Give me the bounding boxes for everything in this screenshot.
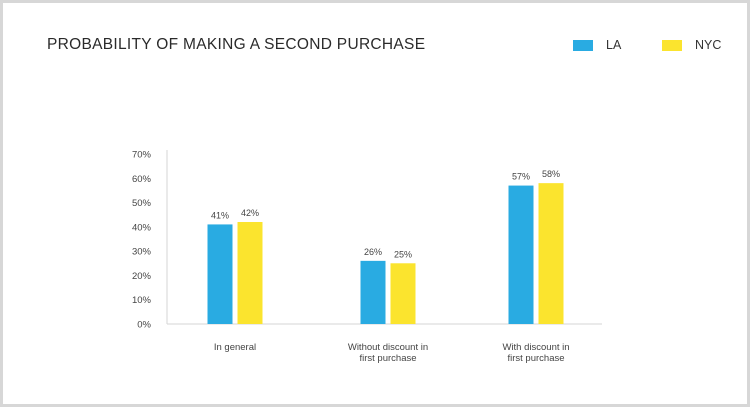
bar-nyc — [390, 263, 416, 324]
bar-chart-plot: 0% 10% 20% 30% 40% 50% 60% 70% 41% 42% In general 2… — [132, 150, 602, 364]
data-label: 25% — [394, 249, 412, 259]
y-tick-label: 0% — [137, 320, 151, 331]
chart-title: PROBABILITY OF MAKING A SECOND PURCHASE — [47, 36, 426, 53]
bar-la — [508, 185, 534, 324]
data-label: 26% — [364, 247, 382, 257]
bar-nyc — [538, 183, 564, 324]
x-category-label: Without discount in — [348, 342, 428, 353]
y-tick-label: 40% — [132, 222, 152, 233]
y-tick-label: 30% — [132, 247, 152, 258]
chart-frame: PROBABILITY OF MAKING A SECOND PURCHASE … — [3, 3, 747, 404]
legend-swatch-la — [573, 39, 593, 51]
legend-label-nyc: NYC — [695, 38, 722, 52]
data-label: 41% — [211, 210, 229, 220]
data-label: 57% — [512, 172, 530, 182]
y-tick-label: 10% — [132, 295, 152, 306]
y-tick-label: 70% — [132, 150, 152, 161]
bar-la — [360, 260, 386, 324]
y-tick-label: 60% — [132, 174, 152, 185]
x-category-label: first purchase — [359, 353, 416, 364]
legend-item-la: LA — [573, 38, 621, 52]
x-category-label: In general — [214, 342, 256, 353]
legend-label-la: LA — [606, 38, 622, 52]
y-tick-label: 50% — [132, 198, 152, 209]
x-category-label: first purchase — [507, 353, 564, 364]
data-label: 42% — [241, 208, 259, 218]
legend-item-nyc: NYC — [662, 38, 721, 52]
data-label: 58% — [542, 169, 560, 179]
y-tick-label: 20% — [132, 271, 152, 282]
bar-la — [207, 224, 233, 324]
x-category-label: With discount in — [502, 342, 569, 353]
legend-swatch-nyc — [662, 39, 682, 51]
bar-nyc — [237, 222, 263, 324]
